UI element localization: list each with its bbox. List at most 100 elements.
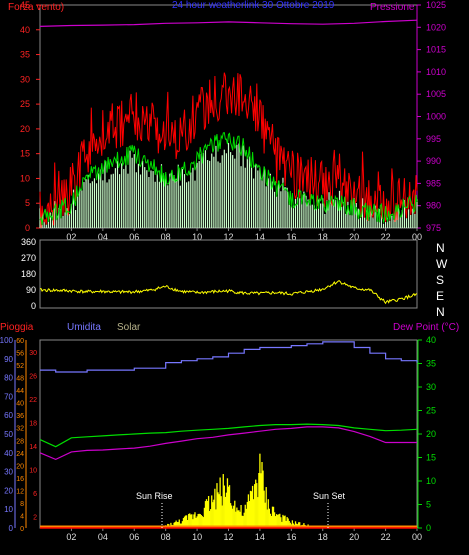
humidity-y-tick-label: 0 xyxy=(9,524,14,533)
solar-y-tick-label: 0 xyxy=(20,526,24,533)
x-tick-label: 14 xyxy=(255,232,265,242)
temp-x-axis: 02 04 06 08 10 12 14 16 18 20 22 00 xyxy=(66,528,422,542)
chart-title: 24 hour weatherlink 30 Ottobre 2019 xyxy=(172,0,335,11)
compass-label: N xyxy=(436,305,445,319)
compass-label: N xyxy=(436,241,445,255)
temperature-y-tick-label: 25 xyxy=(426,406,436,416)
solar-y-tick-label: 56 xyxy=(16,351,24,358)
x-tick-label: 16 xyxy=(286,232,296,242)
solar-y-tick-label: 28 xyxy=(16,438,24,445)
solar-y-tick-label: 44 xyxy=(16,388,24,395)
compass-label: S xyxy=(436,273,444,287)
solar-y-tick-label: 32 xyxy=(16,426,24,433)
rain-y-tick-label: 14 xyxy=(29,444,37,451)
pressure-y-tick-label: 1010 xyxy=(426,67,446,77)
wind-y-tick-label: 35 xyxy=(20,50,30,60)
pressure-y-tick-label: 1025 xyxy=(426,0,446,10)
rain-y-tick-label: 6 xyxy=(33,491,37,498)
x-tick-label: 02 xyxy=(66,232,76,242)
rain-y-tick-label: 26 xyxy=(29,373,37,380)
temperature-y-tick-label: 30 xyxy=(426,382,436,392)
solar-y-tick-label: 16 xyxy=(16,476,24,483)
pressure-y-tick-label: 990 xyxy=(426,156,441,166)
rain-y-tick-label: 18 xyxy=(29,420,37,427)
wind-axis-label: Forza vento) xyxy=(8,2,64,13)
wind-y-axis-left: 0 5 10 15 20 25 30 35 40 45 xyxy=(20,0,40,233)
temperature-y-tick-label: 35 xyxy=(426,359,436,369)
pressure-axis-label: Pressione xyxy=(370,2,415,13)
pressure-y-tick-label: 995 xyxy=(426,134,441,144)
x-tick-label: 22 xyxy=(381,532,391,542)
rain-y-tick-label: 22 xyxy=(29,397,37,404)
solar-y-tick-label: 36 xyxy=(16,413,24,420)
direction-y-axis: 0 90 180 270 360 xyxy=(21,237,36,311)
x-tick-label: 06 xyxy=(129,232,139,242)
wind-y-tick-label: 10 xyxy=(20,173,30,183)
x-tick-label: 02 xyxy=(66,532,76,542)
humidity-y-tick-label: 90 xyxy=(4,355,13,364)
x-tick-label: 14 xyxy=(255,532,265,542)
humidity-y-tick-label: 40 xyxy=(4,449,13,458)
pressure-y-axis: 975 980 985 990 995 1000 1005 1010 1015 1020 1025 xyxy=(416,0,446,233)
wind-plot-area xyxy=(39,19,418,229)
sunrise-label: Sun Rise xyxy=(136,491,173,501)
humidity-y-tick-label: 50 xyxy=(4,430,13,439)
direction-series-line xyxy=(39,280,418,305)
sunset-label: Sun Set xyxy=(313,491,346,501)
pressure-series-line xyxy=(39,19,418,27)
wind-panel: Forza vento) 24 hour weatherlink 30 Otto… xyxy=(8,0,446,242)
direction-plot-area xyxy=(39,280,418,305)
solar-y-tick-label: 24 xyxy=(16,451,24,458)
pressure-y-tick-label: 980 xyxy=(426,201,441,211)
wind-y-tick-label: 15 xyxy=(20,149,30,159)
dewpoint-series-line xyxy=(39,426,417,461)
solar-y-tick-label: 48 xyxy=(16,376,24,383)
solar-y-tick-label: 12 xyxy=(16,488,24,495)
compass-label: E xyxy=(436,289,444,303)
wind-y-tick-label: 5 xyxy=(25,198,30,208)
temp-plot-area xyxy=(39,341,418,529)
rain-y-tick-label: 10 xyxy=(29,467,37,474)
temperature-y-tick-label: 0 xyxy=(426,523,431,533)
rain-y-tick-label: 2 xyxy=(33,514,37,521)
humidity-y-tick-label: 30 xyxy=(4,468,13,477)
rain-y-tick-label: 30 xyxy=(29,350,37,357)
direction-frame xyxy=(39,239,418,309)
x-tick-label: 12 xyxy=(223,232,233,242)
temperature-series-line xyxy=(39,423,418,448)
direction-y-tick-label: 90 xyxy=(26,285,36,295)
gust-series-line xyxy=(39,72,418,229)
x-tick-label: 20 xyxy=(349,532,359,542)
wind-x-axis: 02 04 06 08 10 12 14 16 18 20 22 00 xyxy=(66,228,422,242)
solar-y-tick-label: 52 xyxy=(16,363,24,370)
pressure-y-tick-label: 1005 xyxy=(426,89,446,99)
solar-y-tick-label: 4 xyxy=(20,513,24,520)
wind-y-tick-label: 45 xyxy=(20,0,30,10)
humidity-y-tick-label: 60 xyxy=(4,411,13,420)
humidity-y-tick-label: 80 xyxy=(4,374,13,383)
direction-y-tick-label: 0 xyxy=(31,301,36,311)
avg-wind-series-line xyxy=(39,131,418,226)
solar-y-tick-label: 20 xyxy=(16,463,24,470)
temperature-y-axis: 0 5 10 15 20 25 30 35 40 xyxy=(418,335,436,533)
humidity-y-tick-label: 20 xyxy=(4,486,13,495)
humidity-y-axis: 0 10 20 30 40 50 60 70 80 90 100 xyxy=(0,336,14,533)
pressure-y-tick-label: 1020 xyxy=(426,22,446,32)
compass-label: W xyxy=(436,257,448,271)
x-tick-label: 12 xyxy=(223,532,233,542)
solar-y-tick-label: 8 xyxy=(20,501,24,508)
direction-y-tick-label: 270 xyxy=(21,253,36,263)
x-tick-label: 06 xyxy=(129,532,139,542)
x-tick-label: 00 xyxy=(412,232,422,242)
pressure-y-tick-label: 1015 xyxy=(426,45,446,55)
x-tick-label: 08 xyxy=(161,532,171,542)
wind-y-tick-label: 0 xyxy=(25,223,30,233)
x-tick-label: 10 xyxy=(192,532,202,542)
pressure-y-tick-label: 1000 xyxy=(426,112,446,122)
humidity-y-tick-label: 10 xyxy=(4,505,13,514)
wind-y-tick-label: 20 xyxy=(20,124,30,134)
